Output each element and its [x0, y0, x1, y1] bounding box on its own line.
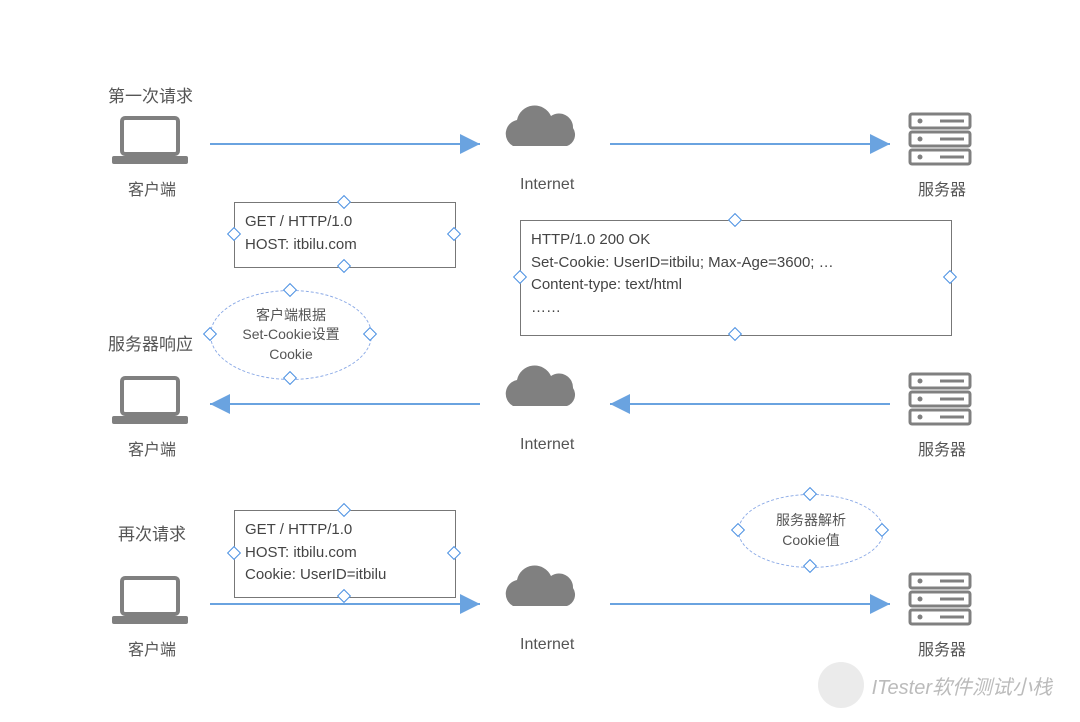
- http-response-box: HTTP/1.0 200 OKSet-Cookie: UserID=itbilu…: [520, 220, 952, 336]
- server-note-ellipse: 服务器解析Cookie值: [738, 494, 884, 568]
- internet-icon: [506, 366, 575, 406]
- diagram-svg: [0, 0, 1080, 722]
- client-icon: [112, 378, 188, 424]
- internet-label: Internet: [520, 176, 574, 194]
- http-request-box-2: GET / HTTP/1.0HOST: itbilu.comCookie: Us…: [234, 510, 456, 598]
- watermark: ITester软件测试小栈: [818, 662, 1052, 708]
- server-icon: [910, 374, 970, 424]
- row1-title: 第一次请求: [108, 82, 193, 107]
- server-label: 服务器: [918, 436, 966, 460]
- row2-title: 服务器响应: [108, 330, 193, 355]
- client-label: 客户端: [128, 636, 176, 660]
- watermark-icon: [818, 662, 864, 708]
- client-icon: [112, 118, 188, 164]
- client-label: 客户端: [128, 436, 176, 460]
- server-icon: [910, 574, 970, 624]
- row3-title: 再次请求: [118, 520, 186, 545]
- server-label: 服务器: [918, 176, 966, 200]
- server-icon: [910, 114, 970, 164]
- client-icon: [112, 578, 188, 624]
- internet-icon: [506, 106, 575, 146]
- http-request-box-1: GET / HTTP/1.0HOST: itbilu.com: [234, 202, 456, 268]
- client-note-ellipse: 客户端根据Set-Cookie设置Cookie: [210, 290, 372, 380]
- client-label: 客户端: [128, 176, 176, 200]
- internet-label: Internet: [520, 436, 574, 454]
- internet-label: Internet: [520, 636, 574, 654]
- internet-icon: [506, 566, 575, 606]
- server-label: 服务器: [918, 636, 966, 660]
- watermark-text: ITester软件测试小栈: [872, 671, 1052, 700]
